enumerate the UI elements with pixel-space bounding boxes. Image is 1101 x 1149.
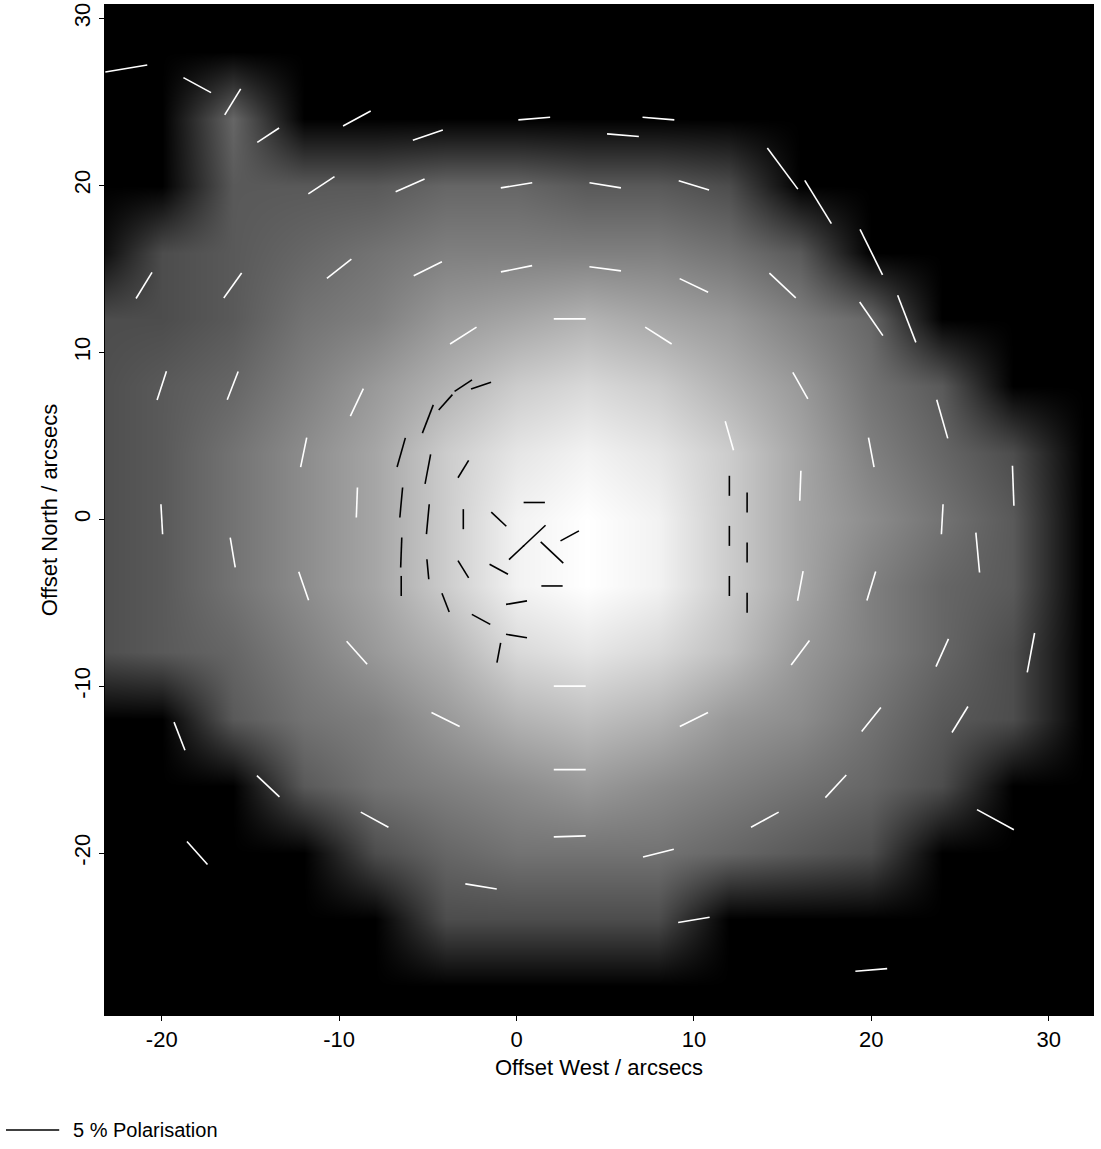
- svg-text:-10: -10: [323, 1027, 355, 1052]
- svg-text:Offset West / arcsecs: Offset West / arcsecs: [495, 1055, 703, 1080]
- svg-text:-20: -20: [70, 834, 95, 866]
- svg-text:-20: -20: [146, 1027, 178, 1052]
- svg-text:-10: -10: [70, 667, 95, 699]
- svg-text:5 % Polarisation: 5 % Polarisation: [73, 1119, 218, 1141]
- svg-text:Offset North / arcsecs: Offset North / arcsecs: [37, 404, 62, 616]
- svg-text:10: 10: [682, 1027, 706, 1052]
- svg-text:0: 0: [510, 1027, 522, 1052]
- svg-text:20: 20: [70, 170, 95, 194]
- svg-text:30: 30: [70, 3, 95, 27]
- svg-text:30: 30: [1036, 1027, 1060, 1052]
- svg-text:0: 0: [70, 510, 95, 522]
- svg-text:10: 10: [70, 337, 95, 361]
- svg-text:20: 20: [859, 1027, 883, 1052]
